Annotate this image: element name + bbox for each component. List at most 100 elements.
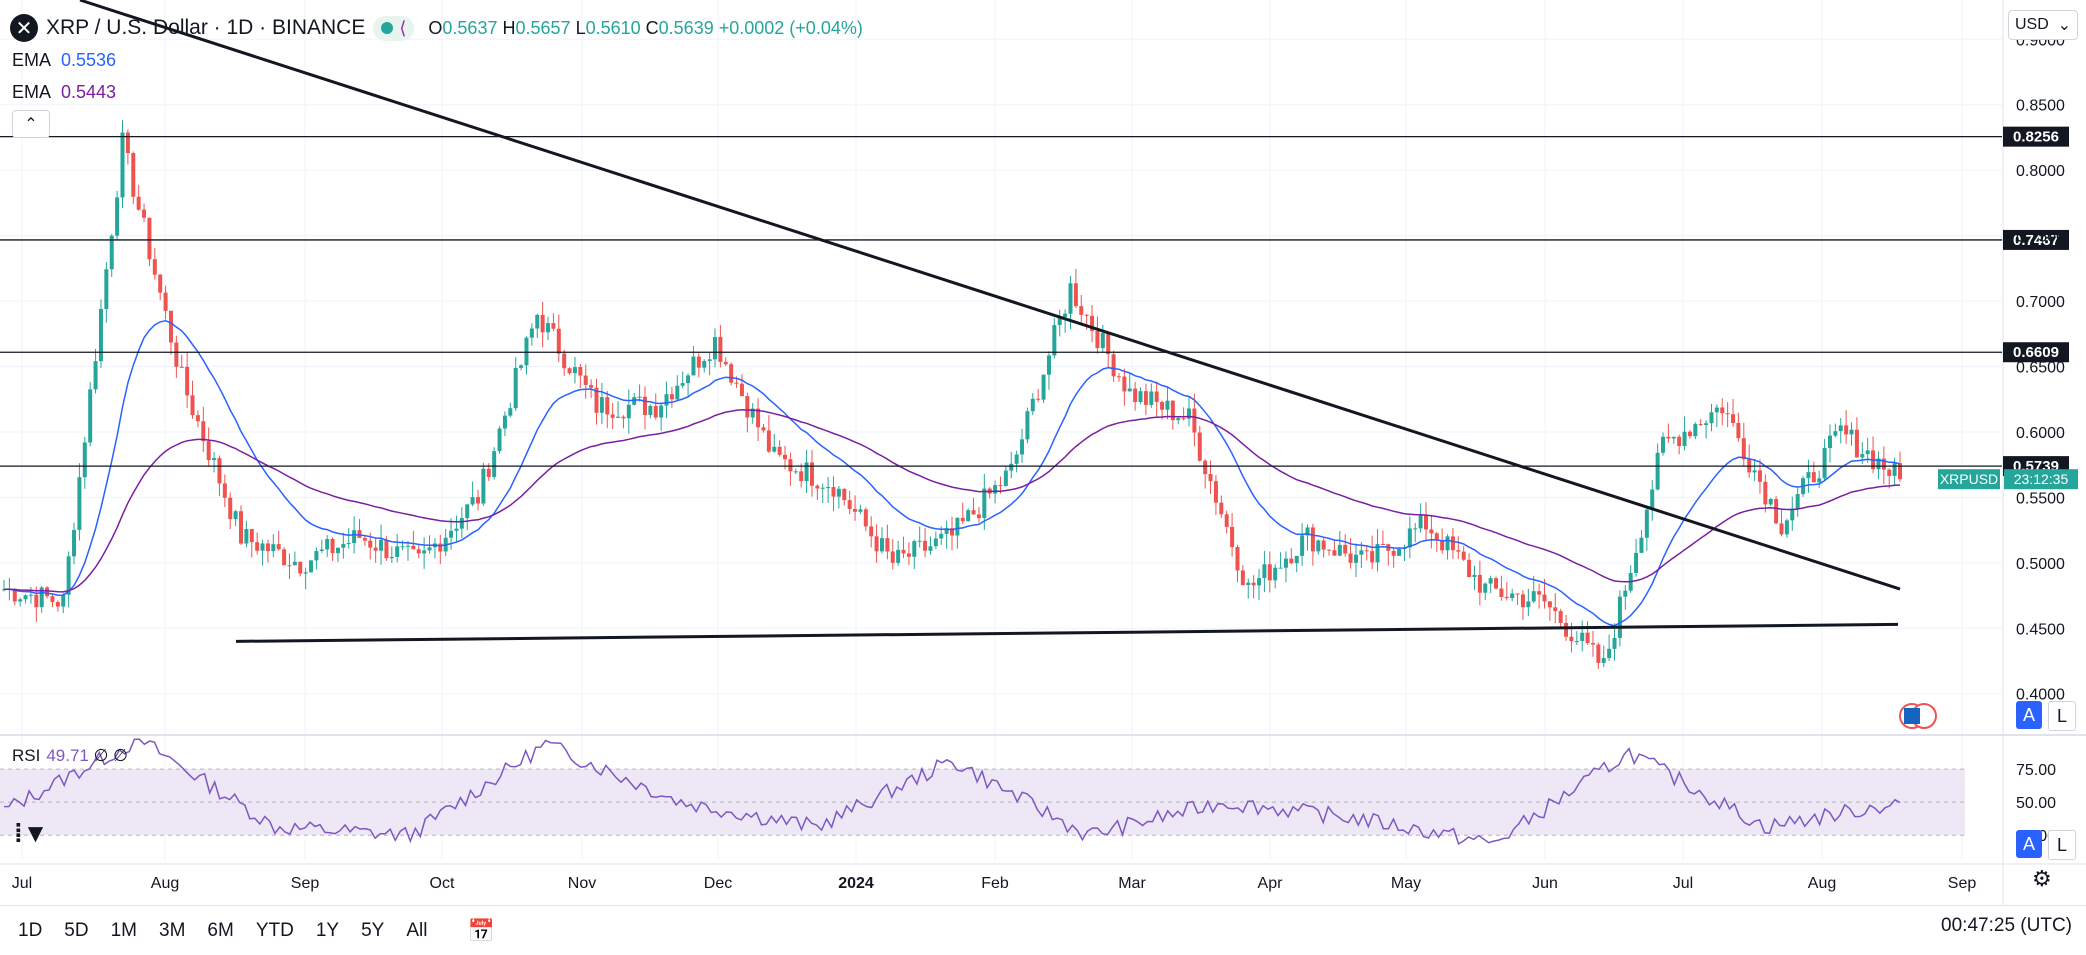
time-tick-label: 2024 <box>838 875 874 892</box>
candle-body <box>1203 460 1208 475</box>
candle-body <box>632 397 637 405</box>
time-tick-label: Aug <box>151 875 179 892</box>
candle-body <box>61 594 66 607</box>
range-1y-button[interactable]: 1Y <box>315 919 340 941</box>
level-label-bg <box>2003 126 2069 147</box>
candle-body <box>459 518 464 529</box>
utc-clock[interactable]: 00:47:25 (UTC) <box>1941 915 2072 936</box>
rsi-tick-label: 75.00 <box>2016 762 2056 779</box>
candle-body <box>578 367 583 376</box>
rsi-auto-scale-button[interactable]: A <box>2016 830 2042 858</box>
candle-body <box>77 477 82 530</box>
candle-body <box>1553 607 1558 612</box>
gear-icon[interactable]: ⚙ <box>2032 866 2052 891</box>
x-logo-icon[interactable]: ✕ <box>10 14 38 42</box>
candle-body <box>1827 435 1832 448</box>
auto-scale-button[interactable]: A <box>2016 701 2042 729</box>
candle-body <box>163 292 168 311</box>
candle-body <box>319 549 324 551</box>
candle-body <box>1854 429 1859 458</box>
currency-select[interactable]: USD ⌄ <box>2008 10 2078 40</box>
range-ytd-button[interactable]: YTD <box>255 919 294 941</box>
candle-body <box>206 441 211 461</box>
range-1m-button[interactable]: 1M <box>110 919 137 941</box>
candle-body <box>1752 470 1757 473</box>
rsi-log-scale-button[interactable]: L <box>2048 830 2076 860</box>
range-6m-button[interactable]: 6M <box>207 919 234 941</box>
candle-body <box>1127 388 1132 392</box>
candle-body <box>610 414 615 418</box>
ema-fast-legend[interactable]: EMA 0.5536 <box>12 50 117 70</box>
candle-body <box>993 485 998 494</box>
candle-body <box>1639 537 1644 553</box>
candle-body <box>1844 425 1849 435</box>
candle-body <box>756 408 761 428</box>
ema-slow-line <box>3 409 1901 593</box>
candle-body <box>104 269 109 309</box>
candle-body <box>152 259 157 275</box>
range-all-button[interactable]: All <box>406 919 428 941</box>
candle-body <box>1273 567 1278 581</box>
share-icon[interactable]: ⟨ <box>399 17 407 38</box>
log-scale-button[interactable]: L <box>2048 701 2076 731</box>
candle-body <box>1364 550 1369 552</box>
collapse-legend-button[interactable]: ⌃ <box>12 110 50 138</box>
candle-body <box>330 539 335 554</box>
market-status-icon <box>381 22 394 34</box>
range-5y-button[interactable]: 5Y <box>361 919 385 941</box>
candle-body <box>1806 472 1811 479</box>
candle-body <box>879 538 884 552</box>
candle-body <box>858 509 863 512</box>
ema-slow-legend[interactable]: EMA 0.5443 <box>12 82 117 102</box>
calendar-icon[interactable]: 📅 <box>467 917 495 943</box>
tradingview-logo-icon[interactable]: ⁞▼ <box>14 818 49 848</box>
candle-body <box>1380 544 1385 546</box>
range-5d-button[interactable]: 5D <box>64 919 89 941</box>
candle-body <box>1833 431 1838 436</box>
time-tick-label: Jul <box>1673 875 1693 892</box>
candle-body <box>125 132 130 154</box>
candle-body <box>1246 582 1251 586</box>
candle-body <box>1122 376 1127 392</box>
candle-body <box>519 365 524 368</box>
candle-body <box>567 368 572 374</box>
candle-body <box>1741 438 1746 460</box>
price-tick-label: 0.6000 <box>2016 425 2065 442</box>
candle-body <box>1095 330 1100 349</box>
candle-body <box>309 560 314 573</box>
candle-body <box>50 596 55 603</box>
candle-body <box>1677 436 1682 447</box>
candle-body <box>734 382 739 384</box>
candle-body <box>562 353 567 369</box>
symbol-title[interactable]: XRP / U.S. Dollar · 1D · BINANCE <box>46 16 366 39</box>
range-1d-button[interactable]: 1D <box>18 919 43 941</box>
candle-body <box>1176 418 1181 421</box>
candle-body <box>594 387 599 413</box>
candle-body <box>1084 314 1089 316</box>
candle-body <box>928 546 933 551</box>
candle-body <box>341 543 346 548</box>
candle-body <box>890 551 895 563</box>
rsi-legend[interactable]: RSI 49.71 ∅ ∅ <box>12 746 128 765</box>
candle-body <box>1063 313 1068 318</box>
candle-body <box>998 485 1003 487</box>
candle-body <box>1731 414 1736 423</box>
candle-body <box>1898 463 1902 480</box>
candle-body <box>1763 481 1768 505</box>
candle-body <box>168 310 173 343</box>
candle-body <box>34 594 39 608</box>
candle-body <box>88 389 93 443</box>
candle-body <box>1003 470 1008 486</box>
range-3m-button[interactable]: 3M <box>159 919 186 941</box>
candle-body <box>513 367 518 409</box>
level-label-bg <box>2003 342 2069 363</box>
candle-body <box>1079 306 1084 315</box>
candle-body <box>287 565 292 567</box>
candle-body <box>686 375 691 384</box>
candle-body <box>174 342 179 367</box>
candle-body <box>1461 551 1466 560</box>
change-value: +0.0002 (+0.04%) <box>718 17 863 38</box>
candle-body <box>233 511 238 520</box>
status-pill[interactable]: ⟨ <box>373 15 415 41</box>
